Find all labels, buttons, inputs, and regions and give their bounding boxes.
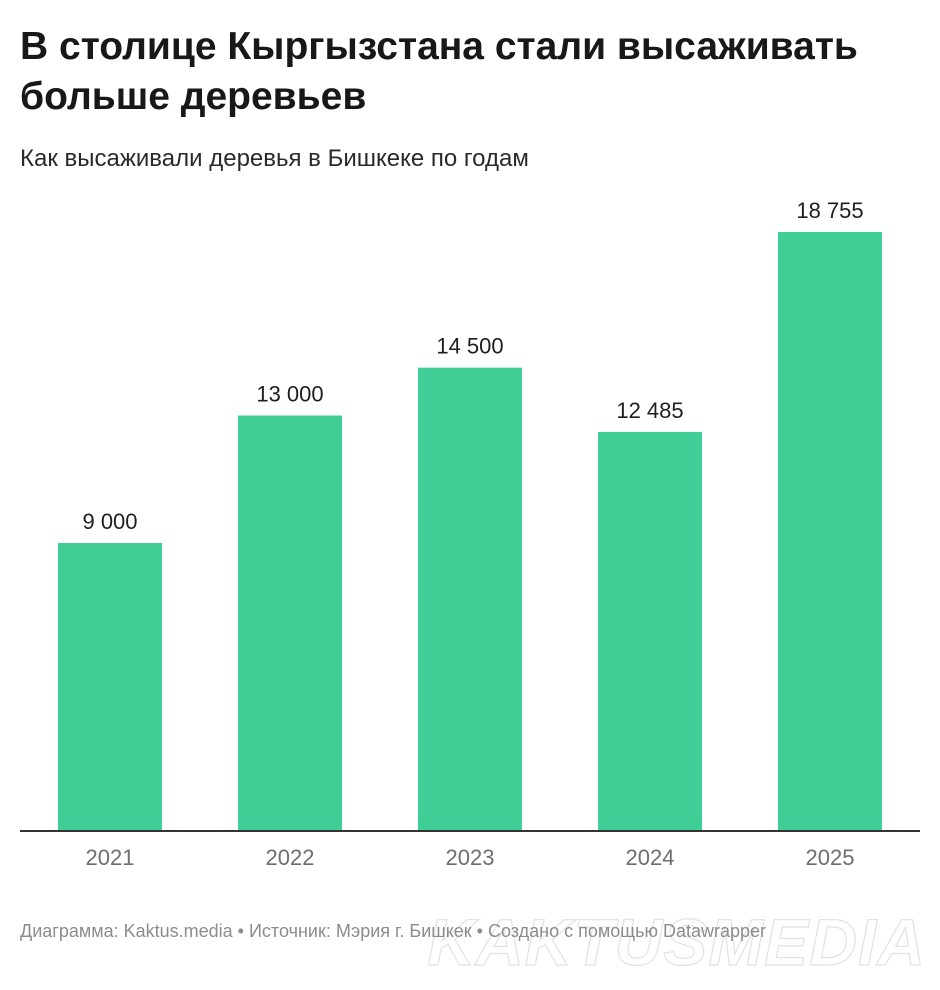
footer-separator: • [476, 921, 483, 941]
footer-separator: • [237, 921, 244, 941]
chart-footer: Диаграмма: Kaktus.media • Источник: Мэрия … [20, 918, 840, 944]
x-tick-label-2023: 2023 [446, 845, 495, 870]
x-tick-label-2022: 2022 [266, 845, 315, 870]
value-label-2025: 18 755 [796, 198, 863, 223]
chart-credit: Диаграмма: Kaktus.media [20, 921, 233, 941]
value-label-2022: 13 000 [256, 381, 323, 406]
made-with-note: Создано с помощью Datawrapper [487, 921, 766, 941]
x-tick-label-2025: 2025 [806, 845, 855, 870]
bar-2022 [238, 415, 342, 830]
bar-2023 [418, 367, 522, 830]
source-note: Источник: Мэрия г. Бишкек [248, 921, 472, 941]
watermark-logo: KAKTUSMEDIA [427, 904, 926, 979]
bar-2025 [778, 232, 882, 830]
value-label-2021: 9 000 [82, 509, 137, 534]
chart-title: В столице Кыргызстана стали высаживать б… [20, 25, 858, 118]
value-label-2023: 14 500 [436, 334, 503, 359]
x-tick-label-2024: 2024 [626, 845, 675, 870]
x-tick-label-2021: 2021 [86, 845, 135, 870]
value-label-2024: 12 485 [616, 398, 683, 423]
bar-2024 [598, 431, 702, 830]
chart-subtitle: Как высаживали деревья в Бишкеке по года… [20, 145, 529, 172]
bar-2021 [58, 543, 162, 830]
bar-chart: 9 000 2021 13 000 2022 14 500 2023 12 485 2024 1… [20, 198, 920, 870]
